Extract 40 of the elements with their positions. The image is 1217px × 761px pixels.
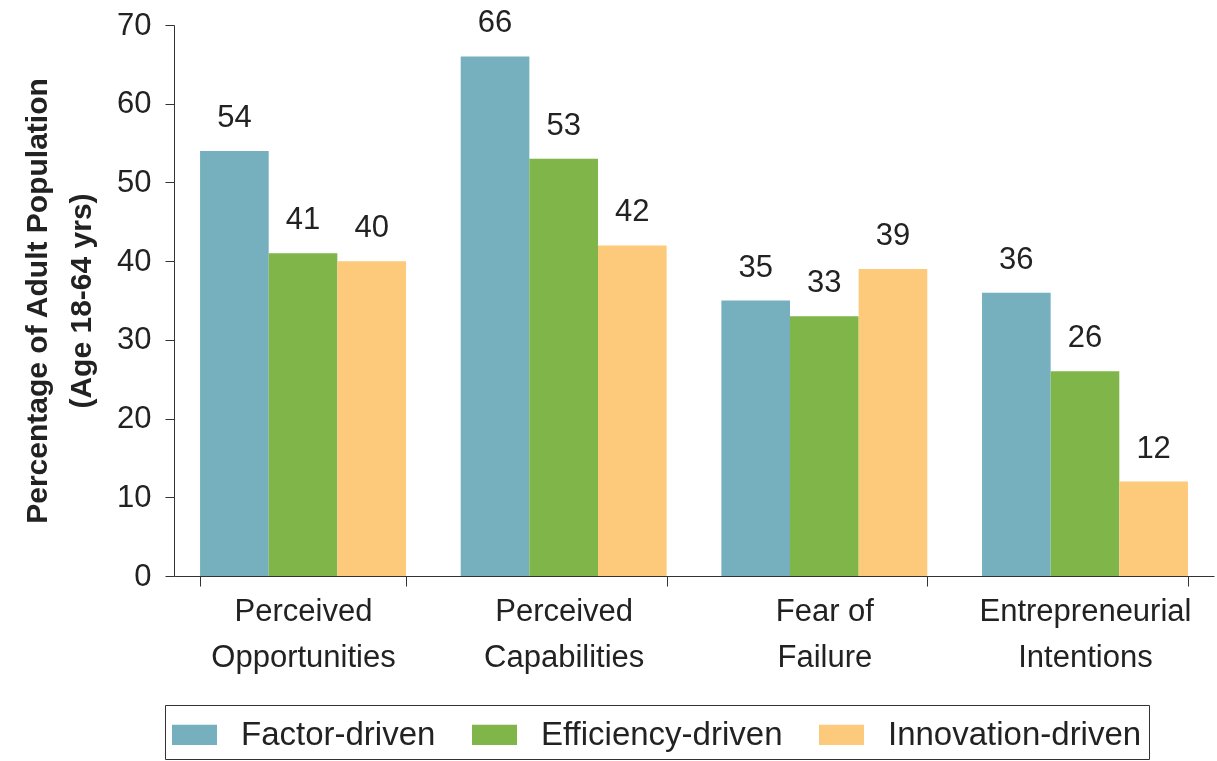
data-label: 36	[999, 240, 1034, 276]
data-label: 12	[1136, 429, 1171, 465]
data-label: 41	[285, 201, 321, 237]
bar	[460, 56, 530, 576]
data-label: 54	[217, 98, 252, 134]
x-tick-label: Perceived Opportunities	[211, 592, 396, 674]
data-label: 40	[354, 209, 389, 245]
bar	[721, 300, 791, 576]
x-tick-label: Entrepreneurial Intentions	[979, 592, 1192, 674]
bar	[1050, 371, 1120, 576]
bar	[858, 269, 928, 576]
y-tick-label: 0	[134, 557, 152, 593]
bar	[268, 253, 338, 576]
y-tick-label: 40	[117, 242, 152, 278]
data-label: 26	[1067, 319, 1103, 355]
data-label: 66	[477, 4, 513, 40]
data-label: 35	[738, 248, 773, 284]
data-label: 42	[615, 193, 650, 229]
y-tick-label: 30	[117, 321, 152, 357]
x-tick-label: Fear of Failure	[775, 592, 875, 674]
bar	[200, 150, 269, 576]
bar	[790, 316, 859, 576]
bar	[337, 261, 406, 576]
y-tick-label: 60	[117, 85, 152, 121]
y-tick-label: 20	[117, 400, 152, 436]
x-tick-label: Perceived Capabilities	[484, 592, 645, 674]
data-label: 33	[807, 264, 842, 300]
bar	[529, 158, 598, 576]
bar	[1119, 481, 1188, 576]
y-tick-label: 70	[117, 6, 152, 42]
y-tick-label: 50	[117, 163, 152, 199]
data-label: 53	[546, 106, 581, 142]
bar	[597, 245, 667, 576]
y-tick-label: 10	[117, 478, 152, 514]
legend-label: Innovation-driven	[888, 714, 1142, 752]
y-axis-title: Percentage of Adult Population (Age 18-64 yrs)	[20, 78, 98, 524]
data-label: 39	[875, 217, 911, 253]
legend-label: Efficiency-driven	[541, 714, 783, 752]
bar	[982, 292, 1051, 576]
legend-label: Factor-driven	[241, 714, 436, 752]
